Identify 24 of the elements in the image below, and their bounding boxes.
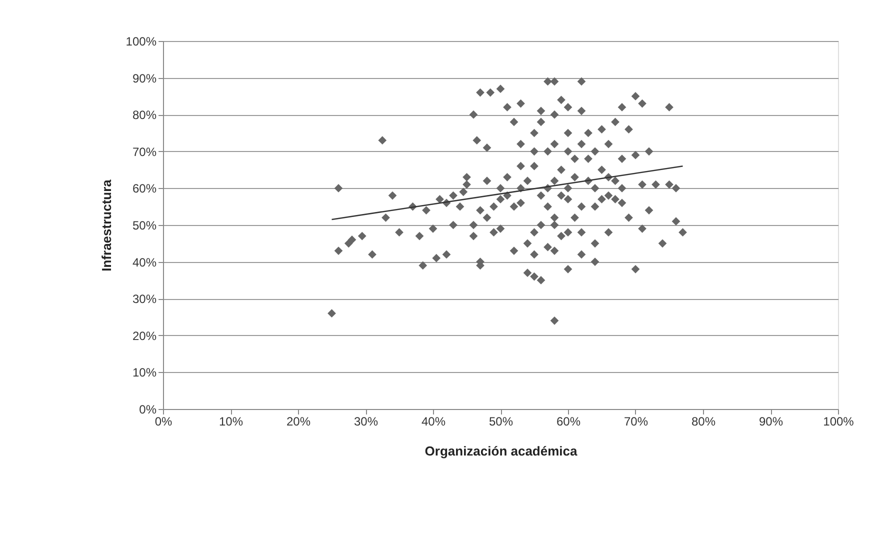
- y-tick-label: 20%: [132, 328, 157, 343]
- y-tick-label: 10%: [132, 366, 157, 380]
- y-tick-label: 90%: [132, 71, 157, 86]
- x-tick-label: 80%: [691, 414, 716, 428]
- y-tick-label: 70%: [132, 144, 157, 159]
- y-axis-title: Infraestructura: [98, 178, 114, 272]
- x-tick-label: 0%: [154, 414, 172, 428]
- x-tick-label: 10%: [218, 414, 244, 428]
- y-tick-label: 50%: [132, 218, 157, 232]
- y-tick-label: 100%: [126, 34, 157, 48]
- y-tick-label: 30%: [132, 292, 157, 306]
- y-tick-label: 0%: [139, 402, 157, 416]
- y-tick-label: 80%: [132, 108, 157, 122]
- x-tick-label: 90%: [758, 414, 784, 428]
- x-axis-title: Organización académica: [424, 444, 578, 458]
- x-tick-label: 70%: [624, 414, 648, 428]
- x-tick-label: 60%: [556, 414, 581, 428]
- y-tick-label: 40%: [132, 255, 157, 270]
- x-tick-label: 100%: [823, 414, 854, 428]
- y-tick-label: 60%: [132, 182, 157, 196]
- x-tick-label: 50%: [488, 414, 514, 428]
- x-tick-label: 30%: [354, 414, 378, 428]
- x-tick-label: 40%: [421, 414, 446, 428]
- x-tick-label: 20%: [286, 414, 311, 428]
